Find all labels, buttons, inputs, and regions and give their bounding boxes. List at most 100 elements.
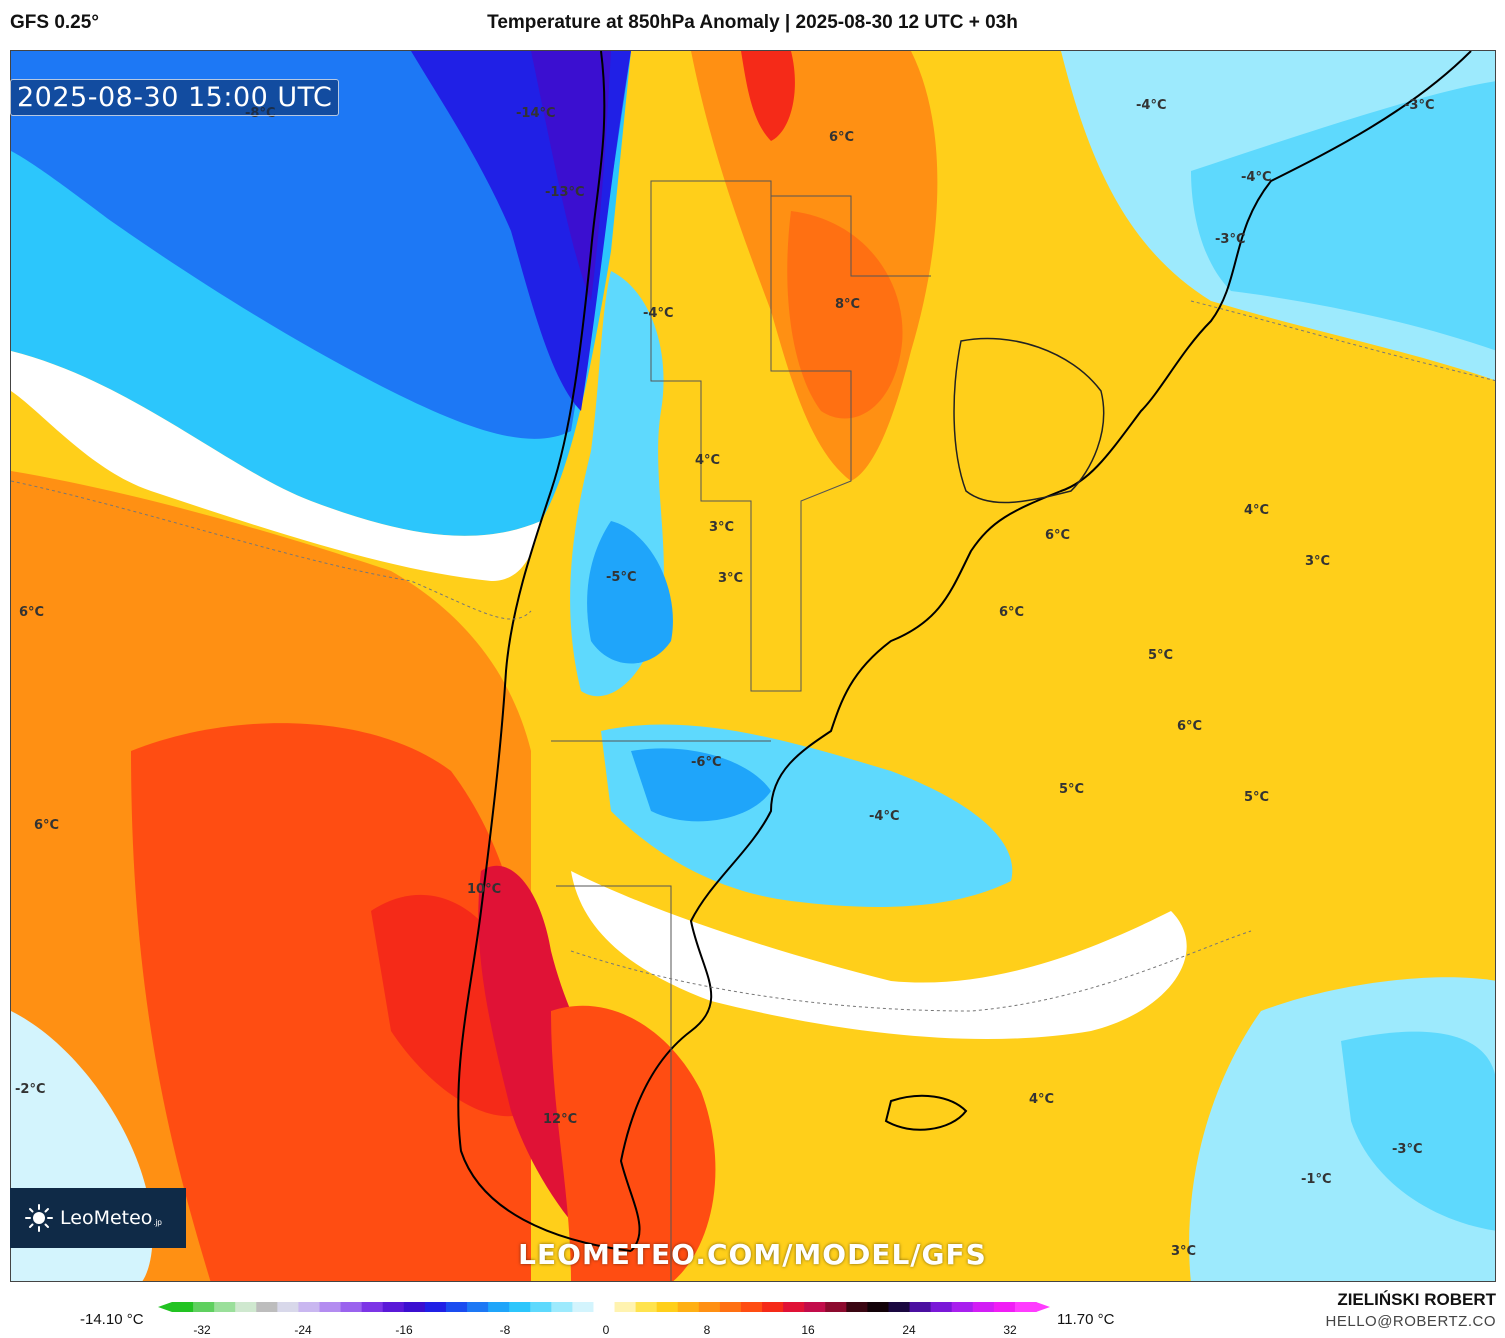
atlantic-white [571, 871, 1187, 1040]
colorbar-swatch [172, 1302, 194, 1312]
colorbar-tick-label: -16 [395, 1323, 413, 1337]
province-borders [650, 180, 852, 692]
colorbar-swatch [740, 1302, 763, 1312]
colorbar-tick-label: -8 [499, 1323, 511, 1337]
map-label: -2°C [15, 1082, 45, 1097]
colorbar-tick-label: -24 [294, 1323, 312, 1337]
map-label: 12°C [543, 1112, 577, 1127]
colorbar-swatch [530, 1302, 552, 1312]
colorbar-swatch [235, 1302, 257, 1312]
colorbar-swatch [804, 1302, 826, 1312]
colorbar-tick-label: 32 [1003, 1323, 1017, 1337]
province-borders-north [771, 195, 931, 277]
colorbar-swatch [698, 1302, 721, 1312]
colorbar-swatch [846, 1302, 869, 1312]
map-label: -14°C [516, 106, 556, 121]
colorbar-max-label: 11.70 °C [1057, 1311, 1115, 1328]
colorbar-swatch [509, 1302, 531, 1312]
map-label: -5°C [606, 570, 636, 585]
colorbar-swatch [403, 1302, 426, 1312]
model-name: GFS 0.25° [10, 12, 99, 33]
uruguay-border [953, 337, 1105, 504]
colorbar-swatch [909, 1302, 932, 1312]
map-label: -3°C [1215, 232, 1245, 247]
colorbar-swatch [593, 1302, 616, 1312]
map-label: -4°C [1136, 98, 1166, 113]
colorbar-tick-label: 0 [602, 1323, 610, 1337]
north-hot-spot [741, 51, 795, 141]
map-label: -13°C [545, 185, 585, 200]
south-atlantic-cold [1341, 1031, 1495, 1231]
colorbar-swatch [424, 1302, 447, 1312]
colorbar-swatch [867, 1302, 890, 1312]
colorbar-swatch [635, 1302, 658, 1312]
author-name: ZIELIŃSKI ROBERT [1337, 1290, 1496, 1309]
sun-icon [25, 1204, 53, 1232]
colorbar-extend-high [1036, 1302, 1050, 1312]
colorbar-swatch [951, 1302, 974, 1312]
colorbar-swatch [972, 1302, 995, 1312]
map-label: -4°C [1241, 170, 1271, 185]
colorbar-swatch [825, 1302, 847, 1312]
map-label: -3°C [1404, 98, 1434, 113]
logo-suffix: .jp [153, 1217, 162, 1227]
falkland-islands [884, 1094, 968, 1131]
map-label: 4°C [695, 453, 720, 468]
colorbar-swatch [298, 1302, 321, 1312]
colorbar-swatch [319, 1302, 342, 1312]
map-label: -1°C [1301, 1172, 1331, 1187]
valid-time-badge: 2025-08-30 15:00 UTC [10, 79, 340, 116]
colorbar-swatch [677, 1302, 700, 1312]
author-email: HELLO@ROBERTZ.CO [1325, 1313, 1496, 1330]
contour-line-b [570, 930, 1252, 1012]
white-band-pacific [11, 351, 541, 581]
map-label: 3°C [1171, 1244, 1196, 1259]
colorbar-swatch [930, 1302, 953, 1312]
map-label: 5°C [1244, 790, 1269, 805]
colorbar [158, 1302, 1050, 1312]
map-label: 5°C [1148, 648, 1173, 663]
map-label: 3°C [1305, 554, 1330, 569]
colorbar-swatch [551, 1302, 573, 1312]
colorbar-swatch [488, 1302, 510, 1312]
colorbar-min-label: -14.10 °C [80, 1311, 144, 1328]
colorbar-swatch [467, 1302, 489, 1312]
colorbar-swatch [277, 1302, 300, 1312]
map-label: 6°C [829, 130, 854, 145]
south-america-west-coast [457, 51, 632, 1252]
map-label: 4°C [1244, 503, 1269, 518]
colorbar-swatch [340, 1302, 363, 1312]
colorbar-swatch [888, 1302, 911, 1312]
colorbar-swatch [719, 1302, 742, 1312]
colorbar-swatch [193, 1302, 215, 1312]
colorbar-tick-label: 24 [902, 1323, 916, 1337]
map-label: -6°C [691, 755, 721, 770]
map-label: 4°C [1029, 1092, 1054, 1107]
colorbar-swatch [256, 1302, 278, 1312]
andes-colder [587, 521, 673, 664]
colorbar-swatch [214, 1302, 236, 1312]
anomaly-map: -8°C -14°C -13°C 6°C 8°C -4°C -4°C -3°C … [10, 50, 1496, 1282]
map-canvas: -8°C -14°C -13°C 6°C 8°C -4°C -4°C -3°C … [11, 51, 1495, 1281]
colorbar-swatch [572, 1302, 595, 1312]
map-label: 3°C [709, 520, 734, 535]
province-borders-south [551, 740, 771, 1281]
colorbar-swatch [614, 1302, 637, 1312]
cold-core-pacific [531, 51, 611, 301]
map-label: 6°C [1045, 528, 1070, 543]
map-label: 6°C [19, 605, 44, 620]
colorbar-swatch [783, 1302, 805, 1312]
atlantic-colder [631, 748, 771, 822]
colorbar-tick-label: -32 [193, 1323, 211, 1337]
colorbar-swatch [762, 1302, 784, 1312]
logo-name: LeoMeteo [60, 1207, 153, 1229]
map-label: -4°C [869, 809, 899, 824]
chart-title: Temperature at 850hPa Anomaly | 2025-08-… [487, 12, 1018, 33]
map-label: 5°C [1059, 782, 1084, 797]
colorbar-swatch [445, 1302, 468, 1312]
colorbar-swatch [656, 1302, 679, 1312]
map-label: -3°C [1392, 1142, 1422, 1157]
contour-line-a [11, 480, 532, 620]
map-label: 10°C [467, 882, 501, 897]
hot-west-pacific [131, 723, 531, 1281]
